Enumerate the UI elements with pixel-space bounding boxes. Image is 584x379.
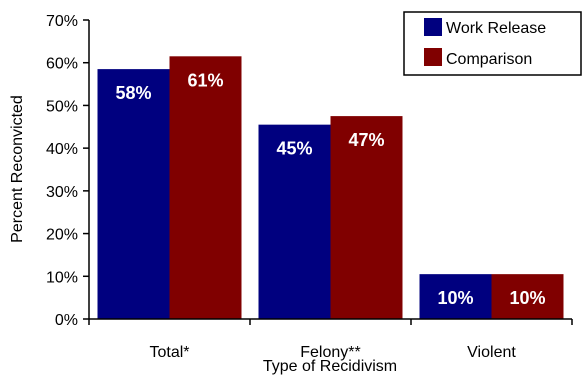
bars xyxy=(97,56,564,320)
bar xyxy=(169,56,242,320)
y-tick-label: 40% xyxy=(46,141,78,158)
data-label: 10% xyxy=(509,288,545,308)
bar xyxy=(491,274,564,319)
bar xyxy=(97,69,170,319)
axes xyxy=(88,20,572,320)
x-tick-label: Felony** xyxy=(300,344,360,361)
x-tick-label: Violent xyxy=(467,344,516,361)
x-axis-title: Type of Recidivism xyxy=(263,358,397,375)
legend-label-comparison: Comparison xyxy=(446,51,532,68)
legend-swatch-comparison xyxy=(424,48,442,66)
legend-swatch-work-release xyxy=(424,18,442,36)
data-label: 61% xyxy=(187,70,223,90)
data-label: 47% xyxy=(348,130,384,150)
y-axis-title: Percent Reconvicted xyxy=(9,95,26,243)
bar xyxy=(419,274,492,319)
legend-label-work-release: Work Release xyxy=(446,20,546,37)
bar xyxy=(330,116,403,319)
data-label: 10% xyxy=(437,288,473,308)
y-tick-label: 50% xyxy=(46,98,78,115)
data-label: 58% xyxy=(115,83,151,103)
x-tick-label: Total* xyxy=(149,344,189,361)
category-labels: Total* Felony** Violent xyxy=(149,344,516,361)
data-label: 45% xyxy=(276,139,312,159)
bar xyxy=(258,124,331,320)
y-tick-label: 10% xyxy=(46,269,78,286)
data-labels: 58% 61% 45% 47% 10% 10% xyxy=(115,70,545,308)
y-tick-label: 70% xyxy=(46,13,78,30)
x-ticks xyxy=(88,319,573,325)
y-tick-label: 60% xyxy=(46,56,78,73)
legend: Work Release Comparison xyxy=(403,11,582,76)
y-tick-label: 20% xyxy=(46,227,78,244)
y-tick-label: 0% xyxy=(55,312,78,329)
y-tick-label: 30% xyxy=(46,184,78,201)
y-ticks: 0% 10% 20% 30% 40% 50% 60% 70% xyxy=(46,13,89,329)
